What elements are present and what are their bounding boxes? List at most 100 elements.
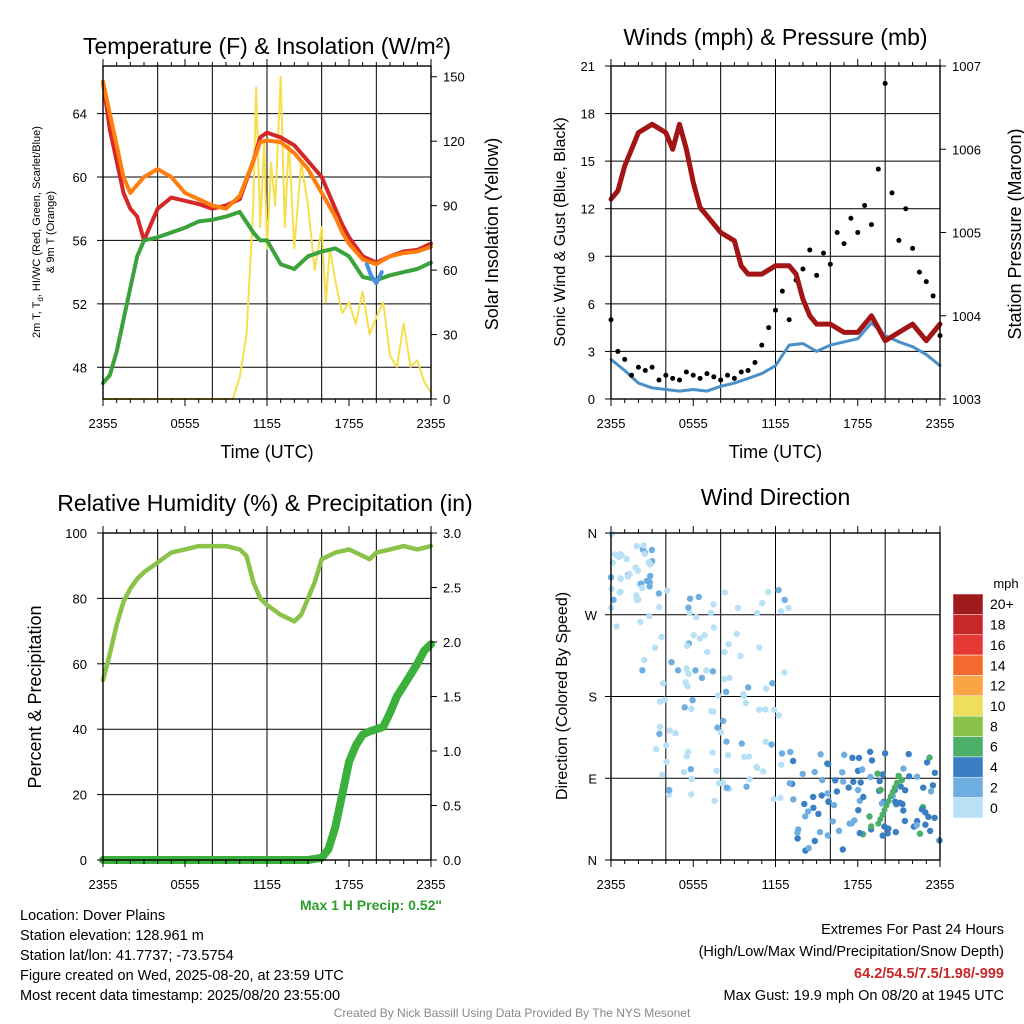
gust-point [615,348,621,354]
direction-point [740,693,747,700]
colorbar-swatch [952,756,984,778]
direction-point [635,596,642,603]
gust-point [848,215,854,221]
direction-point [725,641,732,648]
y2-tick-label: 30 [443,328,457,343]
direction-point [824,790,831,797]
direction-point [794,835,801,842]
direction-point [815,810,822,818]
panel-3-title: Relative Humidity (%) & Precipitation (i… [57,490,472,516]
direction-point [656,723,664,731]
direction-point [760,768,767,775]
x-tick-label: 1155 [253,877,281,892]
colorbar-label: 6 [990,739,998,755]
y2-tick-label: 1005 [952,226,981,241]
direction-point [849,754,856,761]
extremes-subtitle: (High/Low/Max Wind/Precipitation/Snow De… [698,944,1004,960]
direction-point [692,667,699,674]
direction-point [883,802,890,809]
gust-point [629,372,635,378]
direction-point [801,800,808,808]
x-tick-label: 1155 [762,877,790,892]
direction-point [659,771,666,779]
colorbar-swatch [952,777,984,798]
direction-point [889,788,896,795]
y2-tick-label: 1003 [952,392,981,407]
y2-tick-label: 120 [443,134,465,149]
y-tick-label: 52 [73,297,87,312]
y2-tick-label: 90 [443,199,457,214]
direction-point [913,821,920,829]
gust-point [731,375,737,381]
direction-point [741,753,748,760]
y-tick-label: 40 [73,722,87,737]
gust-point [697,375,703,381]
direction-point [885,825,892,832]
direction-point [874,770,881,777]
direction-point [733,630,740,638]
direction-point [745,684,752,691]
direction-point [695,593,702,601]
y2-tick-label: 1006 [952,142,981,157]
direction-point [753,609,761,617]
direction-point [839,846,846,853]
direction-point [786,780,793,787]
y2-tick-label: 0.5 [443,799,461,814]
direction-point [898,776,905,784]
direction-point [778,761,785,768]
direction-point [637,618,644,626]
colorbar-label: 18 [990,617,1006,633]
y-tick-label: 21 [581,59,595,74]
direction-point [690,632,697,639]
panel-3-grid [157,533,377,860]
colorbar-label: 12 [990,678,1006,694]
y-tick-label: E [588,771,597,786]
direction-point [626,570,633,578]
panel-1-y2label: Solar Insolation (Yellow) [482,138,502,330]
direction-point [651,644,659,651]
direction-point [768,741,775,748]
direction-point [902,787,909,794]
direction-point [811,837,818,845]
direction-point [857,779,864,786]
y-tick-label: 48 [73,360,87,375]
direction-point [734,604,742,612]
direction-point [900,765,907,772]
direction-point [666,727,673,734]
gust-point [862,203,868,209]
temperature-series-3 [101,209,433,386]
direction-point [877,786,884,794]
direction-point [616,589,623,596]
direction-point [683,753,690,760]
gust-point [745,367,751,373]
gust-point [690,372,696,378]
y2-tick-label: 150 [443,70,465,85]
direction-point [887,793,894,800]
humidity-line [100,543,434,683]
direction-point [765,588,772,596]
direction-point [711,797,718,804]
panel-2-grid [665,66,886,399]
direction-point [897,783,904,790]
gust-point [766,325,772,331]
direction-point [655,590,663,597]
y-tick-label: 9 [588,249,595,264]
direction-point [686,609,693,616]
max-gust-text: Max Gust: 19.9 mph On 08/20 at 1945 UTC [723,988,1004,1004]
colorbar-swatch [952,675,984,697]
direction-point [913,773,921,780]
direction-point [916,830,924,837]
colorbar-swatch [952,593,984,615]
direction-point [719,779,726,786]
direction-point [756,644,763,651]
direction-point [879,811,886,818]
direction-point [893,779,900,786]
direction-point [726,674,733,681]
direction-point [656,698,664,705]
y2-tick-label: 60 [443,263,457,278]
x-tick-label: 2355 [597,877,626,892]
direction-point [641,550,648,558]
gust-point [896,237,902,243]
y-tick-label: 18 [581,107,595,122]
direction-point [745,753,753,760]
